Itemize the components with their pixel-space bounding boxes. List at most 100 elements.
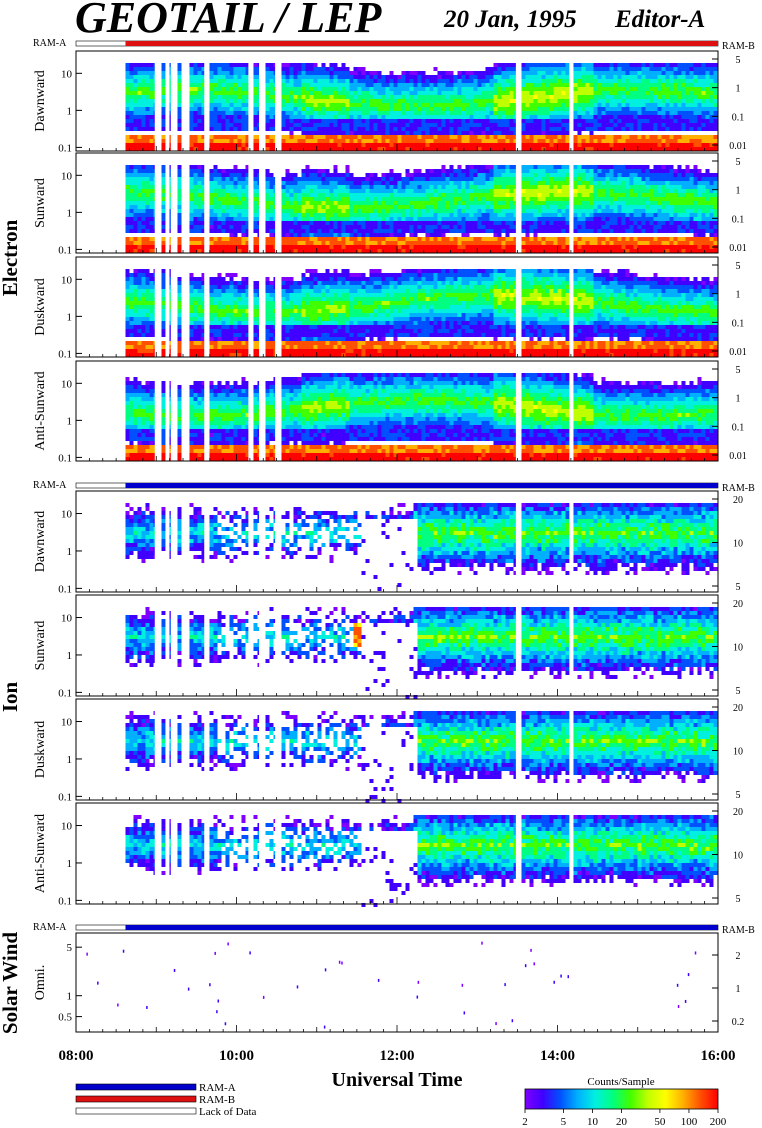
data-gap-stripe: [569, 803, 573, 904]
data-gap-stripe: [170, 257, 174, 357]
y-tick-label-left: 1: [67, 415, 73, 427]
solar-wind-point: [146, 1005, 148, 1009]
solar-wind-point: [341, 961, 343, 965]
data-gap-stripe: [259, 257, 263, 357]
mode-bar-fill: [125, 483, 719, 488]
spectrogram-panels: Dawnward 10 1 0.1 5 1 0.1 0.01 Sunward 10 1 0.1 5 1 0.…: [33, 50, 747, 1033]
data-gap-stripe: [181, 361, 185, 461]
colorbar-gradient: [524, 1088, 719, 1110]
data-gap-stripe: [154, 803, 158, 904]
panel-label: Omni.: [33, 965, 48, 1000]
y-tick-label-right: 5: [736, 894, 741, 905]
solar-wind-point: [677, 1005, 680, 1009]
solar-wind-point: [224, 1022, 227, 1026]
data-gap-stripe: [248, 257, 252, 357]
data-gap-stripe: [515, 51, 519, 151]
data-gap-stripe: [515, 491, 519, 592]
data-gap-stripe: [204, 803, 208, 904]
mode-bar-label-right: RAM-B: [722, 925, 755, 936]
mode-bar-fill: [125, 41, 719, 46]
data-gap-stripe: [275, 491, 279, 592]
mode-bar-label-left: RAM-A: [33, 922, 67, 933]
solar-wind-point: [567, 975, 569, 979]
data-gap-stripe: [170, 595, 174, 696]
y-tick-label-left: 10: [61, 378, 73, 390]
colorbar: Counts/Sample 2 5 10 20 50 100 200: [522, 1076, 727, 1128]
colorbar-tick-label: 100: [681, 1116, 698, 1128]
solar-wind-point: [530, 948, 532, 952]
y-tick-label-right: 5: [736, 157, 741, 168]
section-label-electron: Electron: [0, 219, 22, 296]
ion-panel-dawnward: Dawnward 10 1 0.1 20 10 5: [33, 490, 743, 595]
x-tick-label: 10:00: [219, 1048, 254, 1064]
solar-wind-point: [694, 951, 697, 955]
solar-wind-point: [560, 974, 562, 978]
data-gap-stripe: [165, 51, 169, 151]
ion-panel-duskward: Duskward 10 1 0.1 20 10 5: [33, 698, 743, 803]
solar-wind-point: [417, 980, 420, 984]
data-gap-stripe: [181, 153, 185, 253]
data-gap-stripe: [569, 51, 573, 151]
data-gap-stripe: [259, 361, 263, 461]
data-gap-stripe: [204, 361, 208, 461]
solar-wind-point: [533, 962, 535, 966]
data-gap-stripe: [275, 153, 279, 253]
x-tick-label: 14:00: [540, 1048, 575, 1064]
y-tick-label-right: 5: [736, 582, 741, 593]
panel-label: Anti-Sunward: [33, 371, 48, 450]
panel-label: Duskward: [33, 278, 48, 336]
data-gap-stripe: [165, 153, 169, 253]
data-gap-stripe: [569, 595, 573, 696]
y-tick-label-left: 10: [61, 613, 73, 625]
data-gap-stripe: [154, 153, 158, 253]
y-tick-label-right: 5: [736, 686, 741, 697]
solar-wind-point: [216, 1010, 218, 1014]
mode-bar-electron: RAM-A RAM-B: [33, 38, 755, 52]
data-gap-stripe: [170, 491, 174, 592]
time-axis: 08:00 10:00 12:00 14:00 16:00: [59, 1025, 736, 1064]
solar-wind-point: [217, 999, 220, 1003]
data-gap-stripe: [154, 257, 158, 357]
data-gap-stripe: [181, 803, 185, 904]
y-tick-label-left: 10: [61, 821, 73, 833]
panel-frame: [75, 932, 719, 1033]
data-gap-stripe: [259, 153, 263, 253]
solar-wind-point: [214, 951, 216, 955]
y-tick-label-right: 0.2: [732, 1017, 745, 1028]
data-gap-stripe: [248, 51, 252, 151]
legend-swatch-ram-b: [75, 1095, 197, 1103]
colorbar-ticks: 2 5 10 20 50 100 200: [522, 1109, 727, 1128]
data-gap-stripe: [154, 491, 158, 592]
solar-wind-point: [227, 942, 229, 946]
solar-wind-point: [416, 995, 419, 999]
mode-bar-label-right: RAM-B: [722, 41, 755, 52]
colorbar-tick-label: 200: [710, 1116, 727, 1128]
y-tick-label-left: 0.1: [58, 348, 72, 360]
data-gap-stripe: [515, 257, 519, 357]
y-tick-label-right: 20: [733, 703, 743, 714]
data-gap-stripe: [181, 491, 185, 592]
solar-wind-point: [209, 983, 211, 987]
y-tick-label-left: 5: [67, 942, 73, 954]
y-tick-label-right: 0.01: [729, 451, 747, 462]
data-gap-stripe: [170, 51, 174, 151]
data-gap-stripe: [154, 361, 158, 461]
y-tick-label-right: 0.1: [732, 112, 745, 123]
y-tick-label-left: 10: [61, 274, 73, 286]
y-tick-label-right: 20: [733, 807, 743, 818]
solar-wind-point: [97, 981, 99, 985]
data-gap-stripe: [515, 153, 519, 253]
solar-wind-point: [323, 1025, 326, 1029]
y-tick-label-left: 0.1: [58, 895, 72, 907]
mode-bar-fill: [125, 925, 719, 930]
mode-bars: RAM-A RAM-B RAM-A RAM-B RAM-A RAM-B: [33, 38, 755, 936]
solar-wind-panel: Omni. 5 1 0.5 2 1 0.2: [33, 932, 745, 1033]
data-gap-stripe: [259, 51, 263, 151]
panel-label: Sunward: [33, 621, 48, 671]
data-gap-stripe: [170, 803, 174, 904]
electron-panel-sunward: Sunward 10 1 0.1 5 1 0.1 0.01: [33, 152, 747, 256]
data-gap-stripe: [248, 361, 252, 461]
data-gap-stripe: [248, 699, 252, 800]
section-label-ion: Ion: [0, 682, 22, 713]
